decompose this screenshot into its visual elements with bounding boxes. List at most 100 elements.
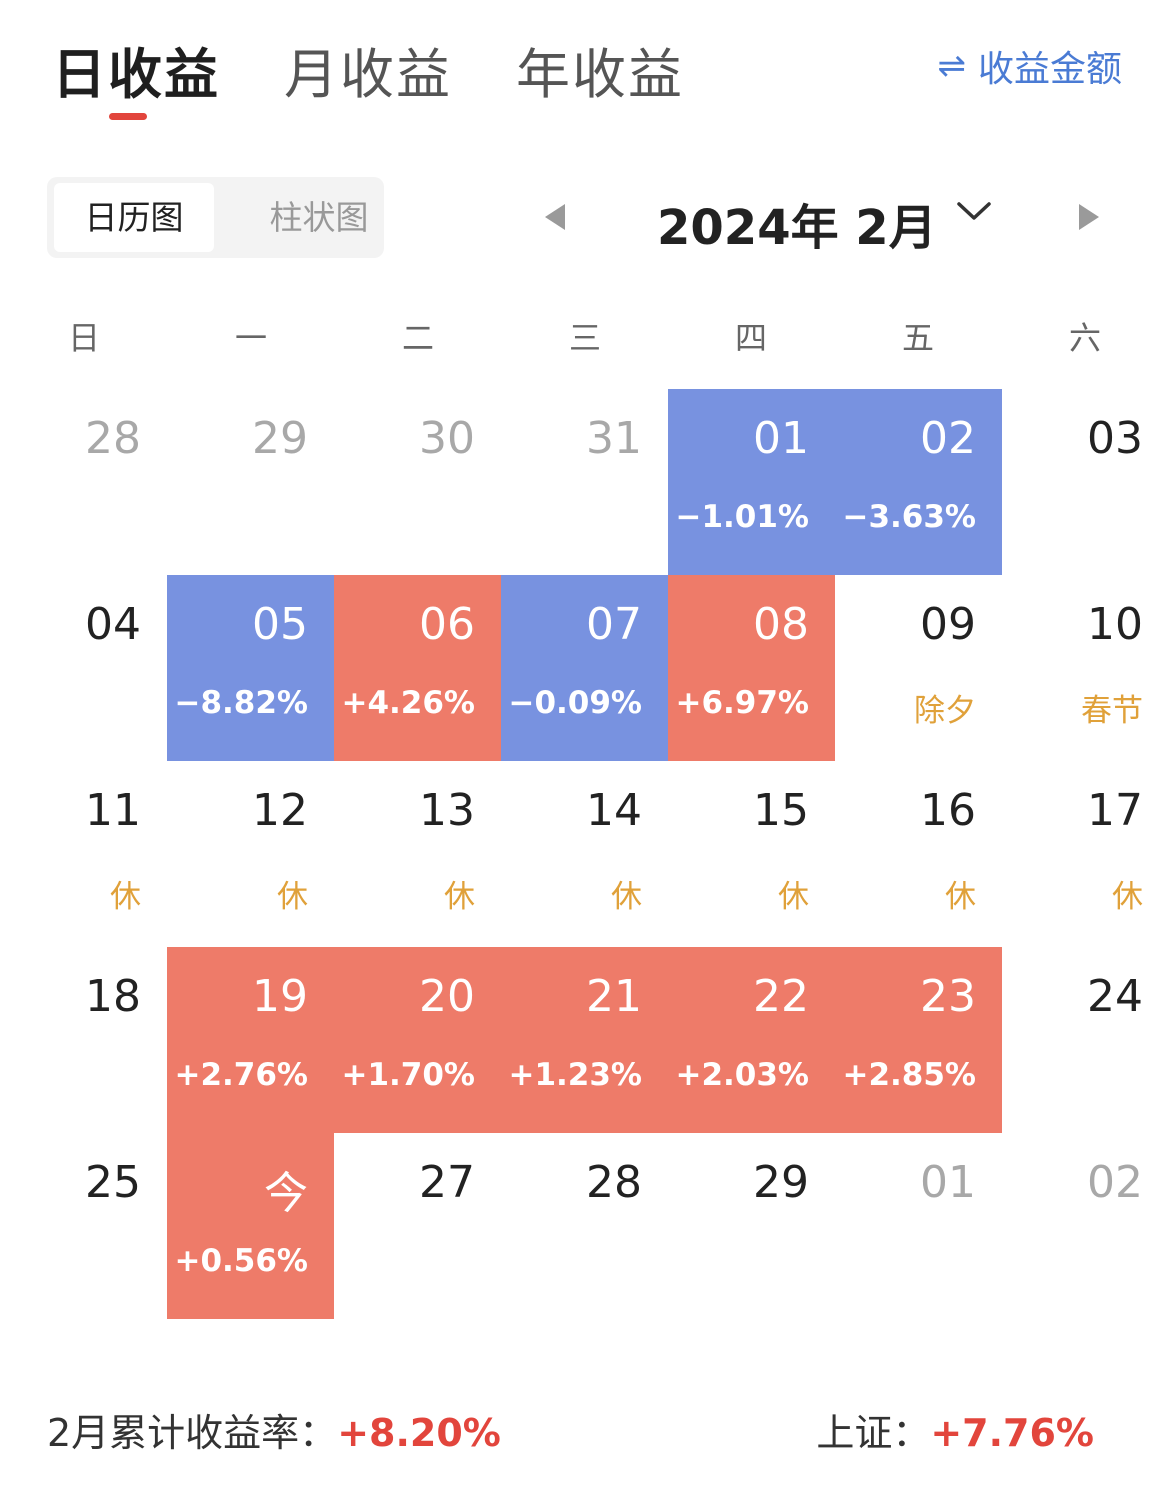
day-number: 17	[1087, 785, 1143, 836]
day-number: 21	[586, 971, 642, 1022]
daily-return: +2.03%	[675, 1057, 809, 1093]
day-number: 16	[920, 785, 976, 836]
switch-label: 收益金额	[977, 49, 1122, 90]
day-number: 18	[85, 971, 141, 1022]
daily-return: +0.56%	[174, 1243, 308, 1279]
day-number: 05	[252, 599, 308, 650]
weekday-label: 二	[401, 319, 434, 357]
calendar-day-cell[interactable]: 12 休	[167, 761, 334, 947]
weekday-label: 一	[234, 319, 267, 357]
month-title[interactable]: 2024年 2月	[657, 200, 937, 256]
day-number: 25	[85, 1157, 141, 1208]
day-number: 07	[586, 599, 642, 650]
calendar-day-cell[interactable]: 11 休	[0, 761, 167, 947]
calendar-day-cell[interactable]: 03	[1002, 389, 1169, 575]
next-month-button[interactable]	[1071, 199, 1107, 235]
calendar-day-cell[interactable]: 07 −0.09%	[501, 575, 668, 761]
period-tabs: 日收益 月收益 年收益 ⇌ 收益金额	[0, 0, 1170, 140]
calendar-day-cell[interactable]: 06 +4.26%	[334, 575, 501, 761]
day-number: 28	[85, 413, 141, 464]
holiday-label: 休	[945, 879, 976, 915]
calendar-day-cell[interactable]: 17 休	[1002, 761, 1169, 947]
calendar-day-cell[interactable]: 10 春节	[1002, 575, 1169, 761]
calendar-day-cell[interactable]: 19 +2.76%	[167, 947, 334, 1133]
calendar-day-cell[interactable]: 28	[501, 1133, 668, 1319]
calendar-day-cell[interactable]: 16 休	[835, 761, 1002, 947]
weekday-label: 日	[67, 319, 100, 357]
day-number: 24	[1087, 971, 1143, 1022]
daily-return: −3.63%	[842, 499, 976, 535]
calendar-day-cell[interactable]: 23 +2.85%	[835, 947, 1002, 1133]
previous-month-button[interactable]	[537, 199, 573, 235]
chevron-down-icon[interactable]	[956, 196, 992, 226]
bar-chart-view-button[interactable]: 柱状图	[269, 198, 369, 237]
day-number: 12	[252, 785, 308, 836]
tab-yearly-returns[interactable]: 年收益	[516, 43, 684, 106]
daily-return: +2.85%	[842, 1057, 976, 1093]
calendar-day-cell[interactable]: 01 −1.01%	[668, 389, 835, 575]
calendar-day-cell[interactable]: 31	[501, 389, 668, 575]
day-number: 03	[1087, 413, 1143, 464]
daily-return: +2.76%	[174, 1057, 308, 1093]
day-number: 29	[753, 1157, 809, 1208]
calendar-day-cell[interactable]: 28	[0, 389, 167, 575]
cumulative-return-value: +8.20%	[337, 1411, 501, 1455]
holiday-label: 休	[1112, 879, 1143, 915]
view-toggle: 日历图 柱状图	[47, 177, 384, 258]
holiday-label: 休	[611, 879, 642, 915]
holiday-label: 春节	[1081, 693, 1143, 729]
daily-return: +6.97%	[675, 685, 809, 721]
calendar-day-cell[interactable]: 05 −8.82%	[167, 575, 334, 761]
calendar-day-cell[interactable]: 25	[0, 1133, 167, 1319]
day-number: 20	[419, 971, 475, 1022]
switch-to-amount-button[interactable]: ⇌ 收益金额	[937, 40, 1122, 92]
daily-return: +1.23%	[508, 1057, 642, 1093]
calendar-day-cell[interactable]: 18	[0, 947, 167, 1133]
calendar-day-cell[interactable]: 今 +0.56%	[167, 1133, 334, 1319]
day-number: 31	[586, 413, 642, 464]
calendar-day-cell[interactable]: 20 +1.70%	[334, 947, 501, 1133]
index-return-value: +7.76%	[930, 1411, 1094, 1455]
calendar-day-cell[interactable]: 27	[334, 1133, 501, 1319]
day-number: 14	[586, 785, 642, 836]
day-number: 11	[85, 785, 141, 836]
tab-monthly-returns[interactable]: 月收益	[284, 43, 452, 106]
day-number: 28	[586, 1157, 642, 1208]
summary-footer: 2月累计收益率：+8.20% 上证：+7.76%	[0, 1402, 1170, 1462]
calendar-day-cell[interactable]: 29	[167, 389, 334, 575]
calendar-day-cell[interactable]: 13 休	[334, 761, 501, 947]
calendar-day-cell[interactable]: 29	[668, 1133, 835, 1319]
calendar-day-cell[interactable]: 01	[835, 1133, 1002, 1319]
calendar-day-cell[interactable]: 04	[0, 575, 167, 761]
calendar-day-cell[interactable]: 02 −3.63%	[835, 389, 1002, 575]
day-number: 27	[419, 1157, 475, 1208]
calendar-day-cell[interactable]: 02	[1002, 1133, 1169, 1319]
calendar-day-cell[interactable]: 22 +2.03%	[668, 947, 835, 1133]
calendar-day-cell[interactable]: 30	[334, 389, 501, 575]
day-number: 10	[1087, 599, 1143, 650]
tab-daily-returns[interactable]: 日收益	[52, 43, 220, 106]
calendar-day-cell[interactable]: 09 除夕	[835, 575, 1002, 761]
daily-return: +1.70%	[341, 1057, 475, 1093]
weekday-header: 日 一 二 三 四 五 六	[0, 313, 1170, 363]
swap-arrows-icon: ⇌	[937, 46, 966, 86]
day-number: 02	[1087, 1157, 1143, 1208]
active-tab-indicator	[109, 113, 147, 120]
calendar-day-cell[interactable]: 14 休	[501, 761, 668, 947]
calendar-day-cell[interactable]: 15 休	[668, 761, 835, 947]
day-number: 01	[753, 413, 809, 464]
day-number: 08	[753, 599, 809, 650]
calendar-day-cell[interactable]: 08 +6.97%	[668, 575, 835, 761]
holiday-label: 除夕	[914, 693, 976, 729]
day-number: 01	[920, 1157, 976, 1208]
cumulative-return-label: 2月累计收益率：	[47, 1411, 338, 1455]
daily-return: +4.26%	[341, 685, 475, 721]
daily-return: −0.09%	[508, 685, 642, 721]
day-number: 06	[419, 599, 475, 650]
holiday-label: 休	[110, 879, 141, 915]
day-number: 29	[252, 413, 308, 464]
calendar-view-button[interactable]: 日历图	[54, 183, 214, 252]
calendar-day-cell[interactable]: 21 +1.23%	[501, 947, 668, 1133]
calendar-day-cell[interactable]: 24	[1002, 947, 1169, 1133]
weekday-label: 四	[734, 319, 767, 357]
